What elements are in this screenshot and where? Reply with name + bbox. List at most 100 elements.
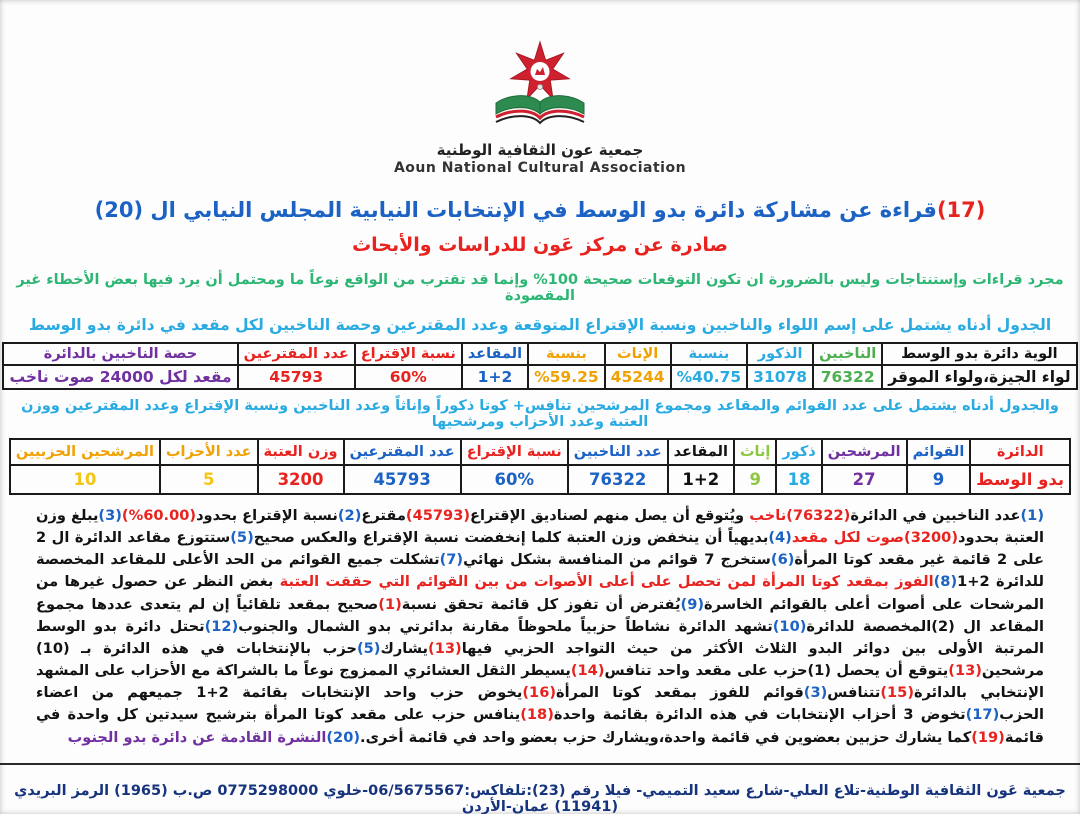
column-header: نسبة الإقتراع	[459, 437, 569, 466]
column-value: 60%	[353, 363, 463, 390]
column-header: بنسبة	[527, 341, 606, 366]
text-segment: قوائم للفوز بمقعد كوتا المرأة	[556, 684, 804, 702]
point-marker: (10)	[772, 617, 807, 635]
text-segment: تخوض 3 أحزاب الإنتخابات في هذه الدائرة ب…	[553, 706, 966, 724]
text-segment: ناخب	[749, 506, 787, 524]
point-marker: (20)	[326, 728, 361, 746]
column-value: 5	[158, 463, 259, 495]
point-marker: (60.00%)	[121, 506, 197, 524]
text-segment: ستخرج 7 قوائم من المنافسة بشكل نهائي	[463, 551, 771, 569]
table2-intro: والجدول أدناه يشتمل على عدد القوائم والم…	[21, 397, 1059, 430]
point-marker: (9)	[680, 595, 705, 613]
column-value: 76322	[566, 463, 669, 495]
column-value: 1+2	[666, 463, 735, 495]
column-header: حصة الناخبين بالدائرة	[2, 341, 239, 366]
column-value: بدو الوسط	[969, 463, 1072, 495]
page-title: (17)قراءة عن مشاركة دائرة بدو الوسط في ا…	[0, 198, 1080, 222]
text-segment: حزب بالإنتخابات في هذه الدائرة بـ (10) م…	[36, 639, 1044, 680]
text-segment: صوت لكل مقعد	[791, 529, 905, 547]
text-segment: مقترع	[361, 506, 406, 524]
column-header: بنسبة	[669, 341, 749, 366]
disclaimer-text: مجرد قراءات وإستنتاجات وليس بالضرورة ان …	[16, 271, 1064, 304]
column-value: 60%	[459, 463, 569, 495]
star-and-book-icon	[495, 40, 585, 125]
point-marker: (13)	[428, 639, 462, 657]
column-header: وزن العتبة	[256, 437, 345, 466]
point-marker: (16)	[522, 684, 557, 702]
column-value: 31078	[746, 363, 815, 390]
text-segment: نسبة الإقتراع بحدود	[196, 506, 338, 524]
point-marker: (1)	[1020, 506, 1045, 524]
point-marker: (76322)	[786, 506, 851, 524]
column-header: عدد المقترعين	[236, 341, 356, 366]
point-marker: (18)	[520, 706, 554, 724]
footer-contact: جمعية عَون الثقافية الوطنية-تلاع العلي-ش…	[14, 782, 1066, 814]
column-header: إناث	[732, 437, 778, 466]
column-value: 3200	[256, 463, 345, 495]
column-value: 10	[8, 463, 161, 495]
table1-intro: الجدول أدناه يشتمل على إسم اللواء والناخ…	[28, 315, 1052, 334]
column-value: 9	[905, 463, 972, 495]
column-value: 76322	[812, 363, 884, 390]
column-header: الوية دائرة بدو الوسط	[881, 341, 1078, 366]
text-segment: الفوز بمقعد كوتا المرأة لمن تحصل على أعل…	[279, 573, 934, 591]
text-segment: بغض النظر عن حصول غيرها من المرشحات على …	[36, 573, 1044, 613]
point-marker: (6)	[770, 551, 795, 569]
column-value: 45244	[603, 363, 672, 390]
column-value: 9	[732, 463, 778, 495]
point-marker: (17)	[965, 706, 1000, 724]
column-header: الذكور	[746, 341, 815, 366]
column-header: عدد الناخبين	[566, 437, 669, 466]
point-marker: (1)	[378, 595, 402, 613]
footer-divider	[0, 762, 1080, 765]
text-segment: ويُتوقع أن يصل منهم لصناديق الإقتراع	[470, 506, 750, 524]
point-marker: (3)	[98, 506, 122, 524]
column-value: 27	[820, 463, 908, 495]
title-text: قراءة عن مشاركة دائرة بدو الوسط في الإنت…	[94, 197, 937, 222]
column-header: المرشحين الحزبيين	[8, 437, 161, 466]
point-marker: (5)	[356, 639, 381, 657]
page-subtitle: صادرة عن مركز عَون للدراسات والأبحاث	[352, 233, 728, 256]
text-segment: ينافس حزب على مقعد كوتا المرأة بترشيح سي…	[36, 706, 1044, 746]
analysis-paragraph: (1)عدد الناخبين في الدائرة(76322)ناخب وي…	[36, 505, 1044, 749]
text-segment: صحيح بمقعد تلقائياً إن لم يتعدى عددها مج…	[36, 595, 1045, 635]
district-summary-table: الوية دائرة بدو الوسط الناخبين الذكور بنسبة…	[2, 341, 1078, 390]
point-marker: (2)	[337, 506, 362, 524]
column-header: المرشحين	[820, 437, 908, 466]
column-header: المقاعد	[460, 341, 530, 366]
text-segment: ستتوزع مقاعد الدائرة ال 2 على 2 قائمة غي…	[36, 529, 1044, 569]
text-segment: النشرة القادمة عن دائرة بدو الجنوب	[67, 728, 327, 746]
column-value: 45793	[342, 463, 462, 495]
text-segment: تشكلت جميع القوائم من الحد الأعلى للمقاع…	[36, 551, 1044, 591]
column-header: عدد الأحزاب	[158, 437, 259, 466]
text-segment: يسيطر الثقل العشائري الممزوج نوعاً ما با…	[36, 662, 1044, 702]
logo-english-name: Aoun National Cultural Association	[393, 159, 687, 176]
point-marker: (14)	[570, 662, 605, 680]
column-header: نسبة الإقتراع	[353, 341, 463, 366]
column-value: 18	[775, 463, 823, 495]
point-marker: (3200)	[904, 529, 958, 547]
text-segment: يبلغ وزن العتبة بحدود	[36, 506, 1045, 547]
point-marker: (12)	[204, 617, 239, 635]
column-header: المقاعد	[666, 437, 735, 466]
text-segment: كما يشارك حزبين بعضوين في قائمة واحدة،وي…	[360, 728, 972, 746]
column-header: الإناث	[603, 341, 672, 366]
text-segment: يُفترض أن تفوز كل قائمة تحقق نسبة	[401, 595, 681, 613]
point-marker: (13)	[948, 662, 982, 680]
column-value: %40.75	[669, 363, 749, 390]
column-value: %59.25	[527, 363, 606, 390]
logo-arabic-name: جمعية عون الثقافية الوطنية	[436, 141, 644, 159]
text-segment: يتوقع أن يحصل (1)حزب على مقعد واحد تنافس	[604, 662, 949, 680]
point-marker: (5)	[230, 529, 254, 547]
text-segment: يشارك	[380, 639, 429, 657]
column-value: 45793	[236, 363, 356, 390]
text-segment: يخوض حزب واحد الإنتخابات بقائمة 2+1 جميع…	[36, 684, 1044, 724]
text-segment: تتنافس	[827, 684, 881, 702]
column-value: مقعد لكل 24000 صوت ناخب	[2, 363, 239, 390]
point-marker: (15)	[880, 684, 914, 702]
bulletin-number: (17)	[936, 197, 986, 222]
point-marker: (4)	[768, 529, 792, 547]
point-marker: (19)	[971, 728, 1005, 746]
text-segment: عدد الناخبين في الدائرة	[850, 506, 1021, 524]
